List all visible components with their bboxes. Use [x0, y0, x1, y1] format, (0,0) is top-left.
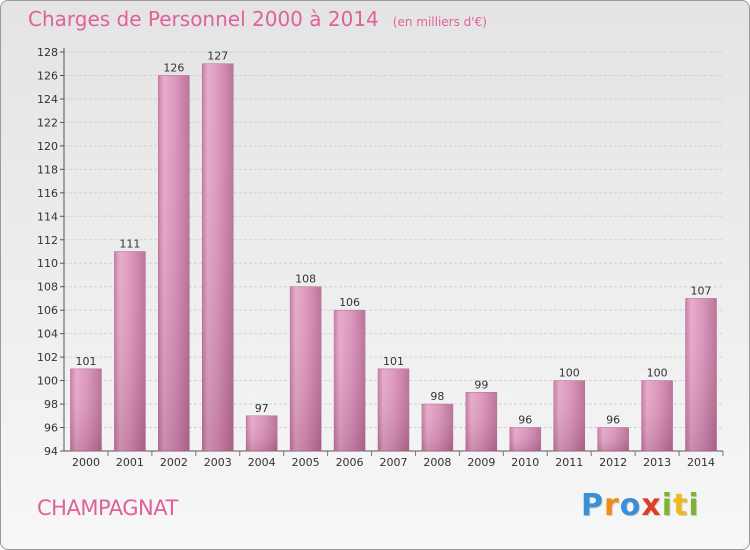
value-label-2006: 106	[339, 296, 360, 309]
x-tick-label: 2000	[72, 456, 100, 469]
y-tick-label: 98	[44, 398, 58, 411]
y-tick-label: 106	[37, 304, 58, 317]
bars	[70, 63, 717, 452]
value-label-2001: 111	[119, 238, 140, 251]
y-tick-label: 126	[37, 69, 58, 82]
y-tick-label: 96	[44, 422, 58, 435]
y-tick-label: 100	[37, 375, 58, 388]
logo-letter: P	[581, 488, 604, 523]
y-tick-label: 122	[37, 116, 58, 129]
logo-letter: i	[661, 488, 674, 523]
bar-shade-2007	[378, 368, 409, 451]
x-tick-label: 2001	[116, 456, 144, 469]
value-label-2010: 96	[518, 414, 532, 427]
bar-shade-2006	[334, 310, 366, 451]
x-tick-label: 2005	[292, 456, 320, 469]
chart-title-text: Charges de Personnel 2000 à 2014	[28, 7, 379, 31]
y-tick-label: 104	[37, 328, 58, 341]
x-tick-label: 2006	[336, 456, 364, 469]
proxiti-logo: Proxiti	[581, 488, 700, 523]
y-tick-label: 112	[37, 234, 58, 247]
y-tick-label: 124	[37, 93, 58, 106]
x-tick-label: 2004	[248, 456, 276, 469]
value-label-2005: 108	[295, 273, 316, 286]
x-tick-label: 2012	[599, 456, 627, 469]
bar-shade-2014	[685, 298, 717, 451]
logo-letter: i	[688, 488, 700, 523]
x-tick-label: 2009	[467, 456, 495, 469]
value-label-2008: 98	[430, 390, 444, 403]
chart-subtitle: (en milliers d'€)	[392, 15, 487, 29]
bar-shade-2009	[465, 392, 497, 451]
location-label: CHAMPAGNAT	[37, 496, 178, 520]
bar-shade-2005	[290, 286, 322, 451]
value-label-2007: 101	[383, 355, 404, 368]
y-tick-label: 110	[37, 257, 58, 270]
bar-shade-2011	[553, 380, 585, 451]
logo-letter: x	[641, 488, 662, 523]
bar-shade-2010	[509, 427, 541, 451]
logo-letter: o	[619, 488, 642, 523]
x-tick-label: 2007	[380, 456, 408, 469]
y-tick-label: 94	[44, 445, 58, 458]
x-tick-label: 2003	[204, 456, 232, 469]
y-tick-label: 102	[37, 351, 58, 364]
y-tick-label: 108	[37, 281, 58, 294]
x-tick-label: 2011	[555, 456, 583, 469]
x-tick-label: 2008	[423, 456, 451, 469]
value-label-2000: 101	[75, 355, 96, 368]
bar-shade-2012	[597, 427, 629, 451]
y-tick-label: 118	[37, 163, 58, 176]
chart-title: Charges de Personnel 2000 à 2014 (en mill…	[28, 7, 487, 31]
bar-shade-2000	[70, 368, 102, 451]
logo-letter: r	[604, 488, 620, 523]
bar-shade-2001	[114, 251, 146, 451]
x-tick-label: 2010	[511, 456, 539, 469]
value-label-2003: 127	[207, 50, 228, 63]
value-label-2004: 97	[255, 402, 269, 415]
labels: 94 96 98 100 102 104 106 108 110 112 114 116 118 120 1…	[37, 46, 715, 469]
y-tick-label: 128	[37, 46, 58, 59]
value-label-2014: 107	[691, 284, 712, 297]
x-tick-label: 2014	[687, 456, 715, 469]
bar-shade-2002	[158, 75, 190, 452]
x-tick-label: 2013	[643, 456, 671, 469]
bar-shade-2008	[421, 404, 453, 451]
bar-shade-2013	[641, 380, 673, 451]
value-label-2002: 126	[163, 61, 184, 74]
bar-shade-2004	[246, 415, 278, 451]
x-tick-label: 2002	[160, 456, 188, 469]
value-label-2009: 99	[474, 378, 488, 391]
y-tick-label: 114	[37, 210, 58, 223]
value-label-2011: 100	[559, 367, 580, 380]
value-label-2013: 100	[647, 367, 668, 380]
bar-shade-2003	[202, 63, 234, 452]
y-tick-label: 116	[37, 187, 58, 200]
logo-letter: t	[673, 488, 689, 523]
value-label-2012: 96	[606, 414, 620, 427]
y-tick-label: 120	[37, 140, 58, 153]
